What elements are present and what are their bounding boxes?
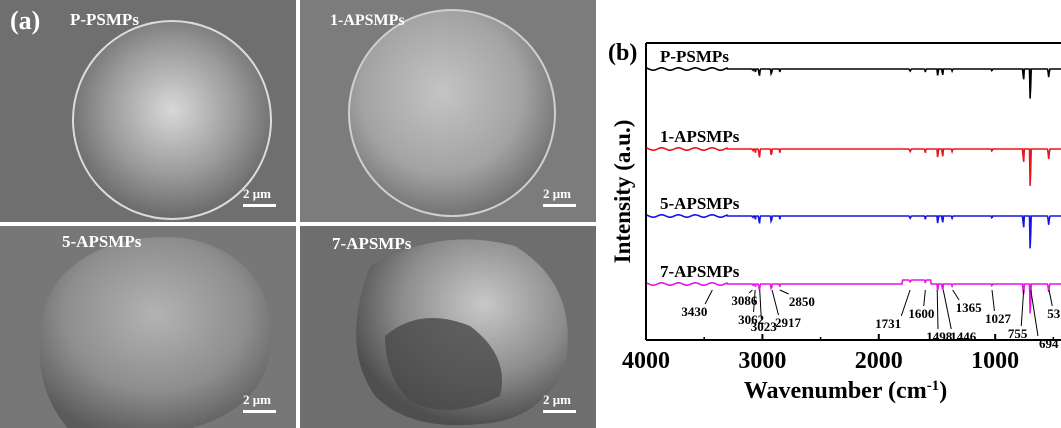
series-label: 1-APSMPs [660, 127, 740, 146]
ftir-spectra-svg: 4000 3000 2000 1000 Wavenumber (cm-1) Intensi… [608, 40, 1061, 404]
peak-annotation: 1600 [908, 306, 934, 321]
scale-bar-label: 2 μm [243, 392, 271, 407]
peak-leader-line [942, 289, 952, 330]
sem-panel-5-apsmps: 5-APSMPs 2 μm [0, 226, 296, 428]
fracture-cavity [385, 318, 502, 410]
sem-micrograph [0, 0, 296, 222]
image-label: P-PSMPs [70, 10, 139, 29]
series-line-5-apsmps [646, 214, 1061, 249]
scale-bar [543, 410, 576, 413]
peak-annotation: 1731 [875, 316, 901, 331]
sem-panel-7-apsmps: 7-APSMPs 2 μm [300, 226, 596, 428]
peak-leader-line [952, 289, 960, 301]
peak-leader-line [779, 289, 789, 295]
y-axis-label: Intensity (a.u.) [610, 120, 635, 264]
image-label: 7-APSMPs [332, 234, 412, 253]
image-label: 5-APSMPs [62, 232, 142, 251]
x-tick-label: 1000 [971, 348, 1019, 374]
microsphere [39, 237, 272, 428]
peak-leader-line [936, 289, 939, 330]
series-line-1-apsmps [646, 147, 1061, 186]
peak-leader-line [900, 289, 911, 317]
sem-panel-p-psmps: (a) P-PSMPs 2 μm [0, 0, 296, 222]
x-tick-label: 4000 [622, 348, 670, 374]
scale-bar [243, 204, 276, 207]
peak-leader-line [991, 289, 995, 312]
scale-bar [243, 410, 276, 413]
x-tick-label: 2000 [855, 348, 903, 374]
series-label: 7-APSMPs [660, 262, 740, 281]
peak-leader-line [1020, 289, 1025, 327]
series-label: P-PSMPs [660, 47, 729, 66]
peak-leader-line [759, 289, 762, 320]
peak-leader-line [923, 289, 926, 307]
microsphere [349, 10, 555, 216]
series-label: 5-APSMPs [660, 194, 740, 213]
peak-annotation: 3086 [731, 293, 758, 308]
panel-a-tag: (a) [10, 6, 41, 35]
peak-annotation: 1027 [985, 311, 1012, 326]
peak-annotation: 3023 [751, 319, 778, 334]
peak-annotation: 537 [1047, 306, 1061, 321]
series-line-7-apsmps [646, 279, 1061, 314]
microsphere [73, 21, 271, 219]
peak-annotation: 3430 [681, 304, 707, 319]
sem-micrograph [0, 226, 296, 428]
panel-b-tag: (b) [608, 40, 637, 66]
sem-panel-1-apsmps: 1-APSMPs 2 μm [300, 0, 596, 222]
series-line-p-psmps [646, 67, 1061, 99]
peak-annotation: 1446 [950, 329, 977, 344]
peak-annotation: 1498 [926, 329, 953, 344]
scale-bar-label: 2 μm [543, 392, 571, 407]
peak-leader-line [748, 289, 753, 294]
peak-leader-line [771, 289, 779, 316]
peak-annotation: 2850 [789, 294, 815, 309]
x-axis-label: Wavenumber (cm-1) [744, 378, 947, 404]
peak-annotation: 1365 [956, 300, 983, 315]
peak-leader-line [753, 289, 756, 313]
peak-leader-line [704, 289, 713, 305]
peak-annotation: 3062 [738, 312, 764, 327]
peak-annotation: 755 [1008, 326, 1028, 341]
sem-micrograph [300, 0, 596, 222]
ftir-chart: 4000 3000 2000 1000 Wavenumber (cm-1) Intensi… [600, 0, 1061, 428]
scale-bar-label: 2 μm [543, 186, 571, 201]
x-tick-label: 3000 [738, 348, 786, 374]
scale-bar-label: 2 μm [243, 186, 271, 201]
peak-leader-line [1030, 289, 1039, 337]
peak-annotation: 694 [1039, 336, 1059, 351]
peak-leader-line [1048, 289, 1053, 307]
image-label: 1-APSMPs [330, 12, 405, 29]
scale-bar [543, 204, 576, 207]
peak-annotation: 2917 [775, 315, 802, 330]
sem-image-grid: (a) P-PSMPs 2 μm 1-APSMPs 2 μm [0, 0, 596, 428]
sem-micrograph [300, 226, 596, 428]
